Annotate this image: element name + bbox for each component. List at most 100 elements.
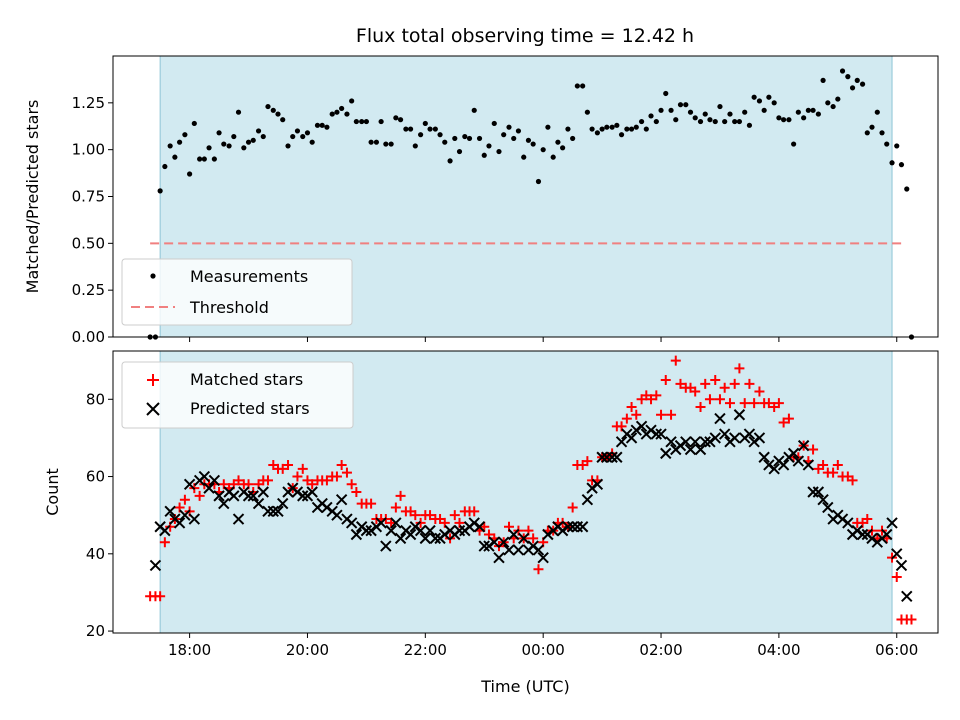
predicted-star-point	[183, 478, 196, 490]
measurement-point	[265, 103, 271, 110]
predicted-star-point	[350, 528, 363, 541]
predicted-star-point	[792, 455, 805, 467]
predicted-star-point	[257, 486, 269, 498]
measurement-point	[226, 143, 232, 149]
measurement-point	[761, 107, 767, 113]
measurement-point	[250, 137, 256, 143]
matched-star-point	[621, 413, 632, 424]
matched-star-point	[700, 378, 711, 389]
measurement-point	[393, 115, 399, 121]
measurement-point	[805, 107, 811, 113]
matched-star-point	[710, 374, 721, 385]
measurement-point	[314, 122, 321, 128]
measurement-point	[182, 132, 188, 138]
measurement-point	[545, 124, 551, 130]
predicted-star-point	[542, 528, 554, 541]
measurement-point	[383, 141, 389, 147]
predicted-star-point	[228, 490, 240, 502]
matched-star-point	[783, 413, 794, 424]
matched-star-point	[695, 402, 706, 413]
y-tick-label: 80	[86, 390, 105, 408]
x-tick-label: 18:00	[168, 641, 211, 659]
predicted-star-point	[218, 497, 230, 510]
measurement-point	[481, 152, 487, 158]
measurement-point	[525, 137, 532, 143]
legend-predicted-marker	[146, 402, 160, 416]
measurement-point	[830, 103, 836, 110]
predicted-star-point	[733, 409, 746, 421]
measurement-point	[756, 98, 763, 104]
legend-predicted-label: Predicted stars	[190, 399, 310, 418]
measurement-point	[245, 139, 252, 145]
measurement-point	[677, 102, 684, 108]
measurement-point	[633, 124, 639, 130]
matched-star-point	[626, 402, 637, 413]
matched-star-point	[179, 494, 190, 505]
matched-star-point	[734, 363, 745, 374]
predicted-star-point	[497, 536, 510, 548]
predicted-star-point	[851, 524, 863, 537]
measurement-point	[580, 83, 586, 89]
measurement-point	[309, 139, 315, 145]
matched-star-point	[567, 502, 578, 513]
predicted-star-point	[488, 536, 500, 548]
measurement-point	[491, 120, 497, 127]
predicted-star-point	[714, 412, 726, 425]
matched-star-point	[449, 510, 460, 521]
measurement-point	[241, 145, 247, 151]
predicted-star-point	[576, 521, 589, 533]
predicted-star-point	[615, 436, 628, 448]
measurement-point	[663, 90, 669, 97]
measurement-point	[628, 126, 635, 132]
matched-star-point	[297, 463, 308, 474]
measurement-point	[692, 115, 698, 121]
predicted-star-point	[650, 428, 663, 440]
matched-star-point	[533, 564, 544, 575]
x-tick-label: 04:00	[757, 641, 800, 659]
measurement-point	[884, 141, 890, 147]
measurement-point	[388, 141, 394, 147]
measurement-point	[609, 124, 615, 130]
matched-star-point	[233, 475, 244, 486]
measurement-point	[363, 118, 369, 125]
measurement-point	[397, 117, 404, 123]
measurement-point	[781, 117, 787, 123]
predicted-star-point	[891, 548, 903, 560]
matched-star-point	[155, 591, 166, 602]
matched-star-point	[283, 459, 294, 470]
measurement-point	[447, 158, 453, 164]
measurement-point	[776, 115, 782, 121]
measurement-point	[172, 154, 178, 160]
matched-star-point	[425, 510, 436, 521]
bottom-panel: 20 40 60 80 18:00 20:00 22:00 00:00 02:00 04:00 0…	[43, 350, 939, 696]
measurement-point	[359, 118, 365, 125]
y-tick-label: 0.75	[72, 188, 105, 206]
predicted-star-point	[503, 544, 515, 556]
measurement-point	[687, 109, 694, 115]
matched-star-point	[341, 467, 352, 478]
predicted-star-point	[856, 528, 869, 541]
x-tick-label: 06:00	[875, 641, 918, 659]
measurement-point	[683, 102, 689, 108]
predicted-star-point	[242, 490, 255, 502]
predicted-star-point	[689, 436, 701, 448]
predicted-star-point	[518, 532, 530, 545]
predicted-star-point	[630, 424, 642, 436]
measurement-point	[407, 126, 414, 132]
measurement-point	[722, 118, 728, 125]
matched-star-point	[729, 378, 740, 389]
measurement-point	[791, 141, 797, 147]
predicted-star-point	[321, 501, 333, 514]
predicted-star-point	[335, 494, 348, 506]
predicted-star-point	[360, 524, 373, 537]
predicted-star-point	[777, 459, 790, 471]
predicted-star-point	[424, 524, 436, 537]
measurement-point	[427, 126, 433, 132]
measurement-point	[839, 68, 846, 74]
predicted-star-point	[385, 524, 397, 537]
measurement-point	[697, 118, 704, 125]
predicted-star-point	[753, 432, 766, 444]
predicted-star-point	[414, 524, 427, 537]
measurement-point	[403, 126, 409, 132]
measurement-point	[732, 118, 738, 125]
